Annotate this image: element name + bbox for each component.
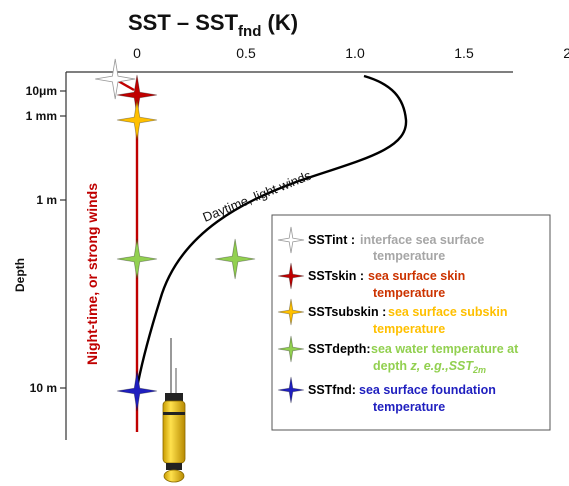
daytime-curve [135,74,408,389]
x-tick-label: 0.5 [236,45,256,61]
sstsubskin-legend-star-icon [277,298,305,326]
legend-entry-sstint: SSTint : interface sea surface temperatu… [308,233,484,263]
x-tick-group: 00.51.01.52.02.53.0 [133,45,569,61]
sstint-night-star-icon [95,58,136,100]
plot-marker-group [95,58,256,412]
legend-entry-sstsubskin: SSTsubskin : sea surface subskin tempera… [308,305,508,336]
legend-entry-sstdepth: SSTdepth: sea water temperature at depth… [308,342,519,375]
y-tick-label: 1 mm [26,109,57,123]
x-tick-label: 1.5 [454,45,474,61]
y-tick-label: 1 m [36,193,57,207]
y-tick-group: 10μm 1 mm 1 m 10 m [26,84,66,395]
legend-desc: sea surface subskin [388,305,508,319]
legend-name: SSTskin : [308,269,364,283]
legend-entry-sstskin: SSTskin : sea surface skin temperature [308,269,465,300]
sstfnd-night-star-icon [116,370,158,412]
legend-desc-line2: temperature [373,286,445,300]
legend-desc: sea surface skin [368,269,465,283]
sstdepth-day-star-icon [215,238,256,280]
legend-desc: sea surface foundation [359,383,496,397]
sstfnd-legend-star-icon [277,376,305,404]
profiling-float-icon [162,338,186,483]
legend-name: SSTfnd: [308,383,356,397]
legend-entry-sstfnd: SSTfnd: sea surface foundation temperatu… [308,383,496,414]
legend-name: SSTdepth: [308,342,371,356]
sstsubskin-night-star-icon [116,99,158,141]
y-tick-label: 10μm [26,84,57,98]
chart-title: SST – SSTfnd (K) [128,10,298,40]
x-tick-label: 0 [133,45,141,61]
legend-name: SSTint : [308,233,355,247]
y-axis-label: Depth [13,258,27,292]
title-main: SST – SST [128,10,239,35]
legend-marker-group [277,226,305,404]
sstdepth-legend-star-icon [277,335,305,363]
legend-desc-line2: temperature [373,322,445,336]
night-time-label: Night-time, or strong winds [84,183,100,365]
legend-box [271,214,551,431]
legend-desc: interface sea surface [360,233,484,247]
legend-desc-line2: temperature [373,249,445,263]
legend-desc: sea water temperature at [371,342,519,356]
sstskin-legend-star-icon [277,262,305,290]
x-tick-label: 2.0 [563,45,569,61]
y-tick-label: 10 m [30,381,57,395]
x-tick-label: 1.0 [345,45,365,61]
sstdepth-night-star-icon [116,238,158,280]
title-sub: fnd [238,23,261,40]
legend-name: SSTsubskin : [308,305,386,319]
legend-desc-line2: temperature [373,400,445,414]
title-unit: (K) [261,10,298,35]
legend-desc-line2: depth z, e.g.,SST2m [373,359,486,375]
sstint-legend-star-icon [277,226,305,254]
